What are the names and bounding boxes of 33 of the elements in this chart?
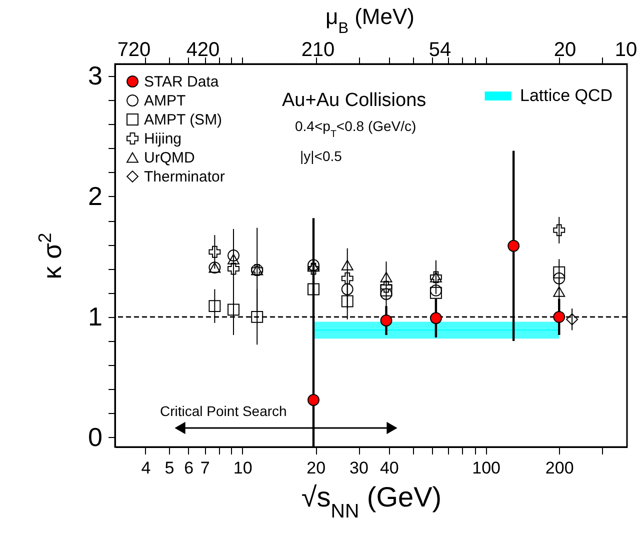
- text: 420: [186, 39, 220, 61]
- x2-axis-title: μ$_{B}$ (MeV): [326, 4, 414, 36]
- legend-label: UrQMD: [144, 150, 195, 166]
- legend-label: Lattice QCD: [520, 86, 613, 105]
- legend-label: STAR Data: [144, 74, 220, 90]
- y-tick-label: 2: [88, 180, 102, 211]
- x-tick-label: 5: [164, 458, 174, 478]
- x-tick-label: 10: [233, 458, 252, 478]
- annotation: Au+Au Collisions: [282, 90, 426, 111]
- legend-label: Hijing: [144, 130, 182, 148]
- x-axis-title: √s$_{NN}$ (GeV): [301, 482, 442, 522]
- text: 54: [428, 39, 452, 61]
- y-tick-label: 1: [88, 301, 102, 332]
- x-tick-label: 20: [306, 458, 326, 478]
- legend-label: AMPT (SM): [144, 112, 222, 128]
- y-tick-label: 0: [88, 422, 102, 452]
- x-tick-label: 4: [141, 458, 151, 478]
- annotation: Critical Point Search: [160, 403, 287, 419]
- x-tick-label: 200: [545, 458, 574, 478]
- annotation: |y|<0.5: [300, 148, 342, 164]
- y-tick-label: 3: [88, 60, 102, 91]
- x-tick-label: 100: [472, 458, 501, 478]
- x-tick-label: 30: [350, 458, 368, 478]
- x-tick-label: 6: [184, 458, 194, 478]
- annotation: 0.4<p$_{T}$<0.8 (GeV/c): [295, 118, 416, 140]
- text: 10: [614, 39, 638, 61]
- x-tick-label: 40: [380, 458, 399, 478]
- legend-label: AMPT: [144, 92, 186, 110]
- legend-label: Therminator: [144, 168, 225, 186]
- text: 20: [554, 39, 576, 61]
- text: 210: [301, 39, 335, 61]
- text: 720: [117, 39, 151, 61]
- x-tick-label: 7: [200, 458, 210, 478]
